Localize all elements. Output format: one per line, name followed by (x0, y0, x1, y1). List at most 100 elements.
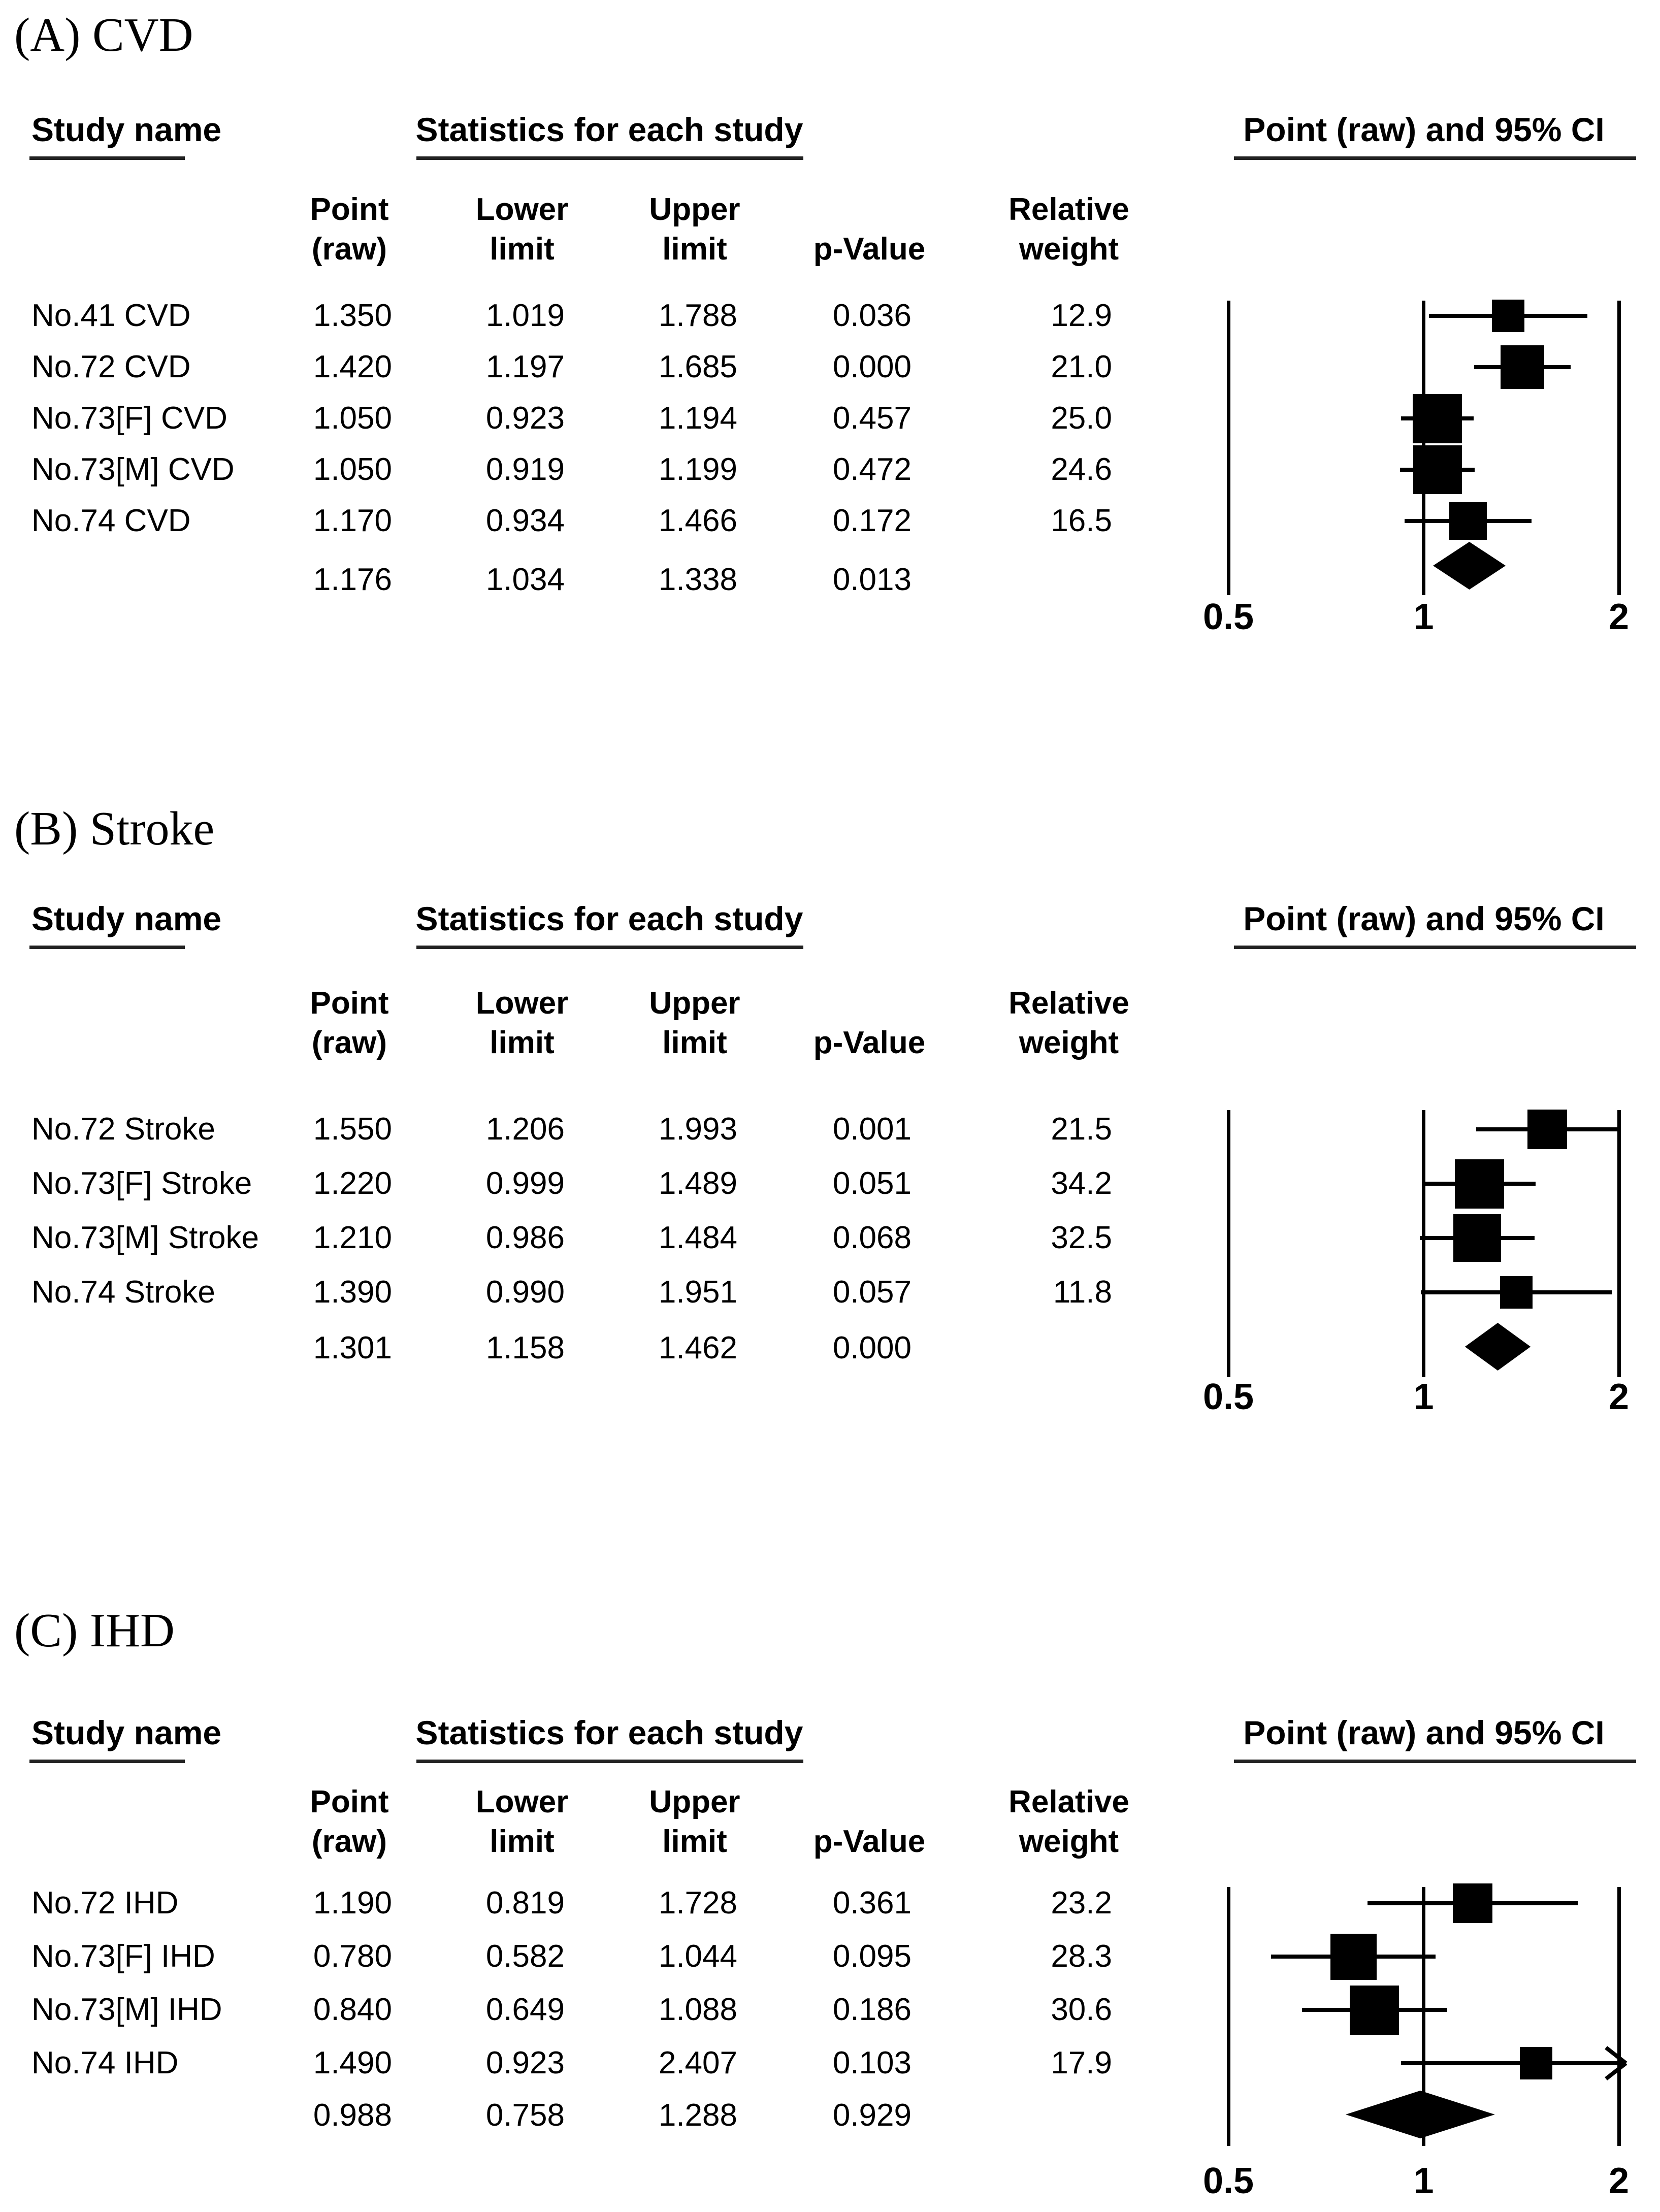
column-header-plot: Point (raw) and 95% CI (1243, 111, 1605, 149)
p-value-cell: 0.051 (832, 1166, 912, 1201)
panel-title: (A) CVD (14, 9, 193, 62)
upper-limit-cell: 1.044 (658, 1939, 737, 1974)
p-value-cell: 0.057 (832, 1275, 912, 1310)
point-cell: 1.170 (313, 503, 392, 539)
subheader-upper-line2: limit (662, 1025, 727, 1061)
lower-limit-cell: 1.206 (485, 1112, 565, 1147)
refline-2 (1617, 301, 1621, 595)
lower-limit-cell: 0.923 (485, 2045, 565, 2081)
summary-point-cell: 0.988 (313, 2098, 392, 2133)
weight-cell: 11.8 (1053, 1275, 1112, 1310)
stats-header-underline (416, 156, 803, 160)
upper-limit-cell: 1.685 (658, 349, 737, 385)
upper-limit-cell: 1.489 (658, 1166, 737, 1201)
point-cell: 1.210 (313, 1220, 392, 1256)
weight-cell: 34.2 (1051, 1166, 1112, 1201)
refline-1 (1422, 1887, 1425, 2146)
column-header-plot: Point (raw) and 95% CI (1243, 900, 1605, 938)
lower-limit-cell: 0.990 (485, 1275, 565, 1310)
effect-square (1413, 445, 1462, 494)
subheader-upper-line1: Upper (649, 192, 740, 227)
weight-cell: 23.2 (1051, 1885, 1112, 1921)
lower-limit-cell: 0.919 (485, 452, 565, 487)
axis-tick-label: 2 (1608, 2161, 1630, 2202)
point-cell: 0.840 (313, 1992, 392, 2028)
summary-point-cell: 1.176 (313, 562, 392, 598)
subheader-lower-line1: Lower (475, 1784, 569, 1820)
study-header-underline (29, 946, 185, 949)
lower-limit-cell: 1.019 (485, 298, 565, 334)
effect-square (1449, 502, 1487, 540)
point-cell: 1.050 (313, 401, 392, 436)
study-name-cell: No.41 CVD (31, 298, 191, 334)
subheader-p-line2: p-Value (813, 1025, 926, 1061)
p-value-cell: 0.472 (832, 452, 912, 487)
effect-square (1500, 1276, 1533, 1309)
summary-point-cell: 1.301 (313, 1330, 392, 1366)
study-header-underline (29, 156, 185, 160)
lower-limit-cell: 0.923 (485, 401, 565, 436)
weight-cell: 32.5 (1051, 1220, 1112, 1256)
axis-tick-label: 1 (1413, 1377, 1434, 1418)
refline-0.5 (1226, 1110, 1230, 1377)
subheader-lower-line1: Lower (475, 986, 569, 1021)
point-cell: 1.490 (313, 2045, 392, 2081)
summary-upper-cell: 1.338 (658, 562, 737, 598)
study-name-cell: No.73[M] IHD (31, 1992, 222, 2028)
plot-header-underline (1234, 1760, 1636, 1763)
lower-limit-cell: 0.819 (485, 1885, 565, 1921)
point-cell: 1.350 (313, 298, 392, 334)
effect-square (1519, 2047, 1552, 2079)
weight-cell: 16.5 (1051, 503, 1112, 539)
p-value-cell: 0.001 (832, 1112, 912, 1147)
summary-diamond (1345, 2091, 1495, 2138)
column-header-study: Study name (31, 111, 222, 149)
plot-header-underline (1234, 946, 1636, 949)
p-value-cell: 0.036 (832, 298, 912, 334)
lower-limit-cell: 1.197 (485, 349, 565, 385)
column-header-study: Study name (31, 900, 222, 938)
p-value-cell: 0.361 (832, 1885, 912, 1921)
p-value-cell: 0.186 (832, 1992, 912, 2028)
summary-p-cell: 0.013 (832, 562, 912, 598)
effect-square (1350, 1985, 1399, 2035)
subheader-p-line2: p-Value (813, 1824, 926, 1860)
subheader-weight-line2: weight (1019, 232, 1119, 267)
summary-lower-cell: 0.758 (485, 2098, 565, 2133)
subheader-weight-line1: Relative (1008, 192, 1129, 227)
refline-0.5 (1226, 301, 1230, 595)
refline-2 (1617, 1887, 1621, 2146)
effect-square (1527, 1110, 1567, 1149)
lower-limit-cell: 0.582 (485, 1939, 565, 1974)
upper-limit-cell: 1.993 (658, 1112, 737, 1147)
axis-tick-label: 0.5 (1202, 1377, 1254, 1418)
summary-p-cell: 0.929 (832, 2098, 912, 2133)
subheader-weight-line2: weight (1019, 1025, 1119, 1061)
weight-cell: 21.0 (1051, 349, 1112, 385)
upper-limit-cell: 1.199 (658, 452, 737, 487)
study-name-cell: No.73[F] CVD (31, 401, 227, 436)
upper-limit-cell: 1.788 (658, 298, 737, 334)
point-cell: 1.050 (313, 452, 392, 487)
weight-cell: 30.6 (1051, 1992, 1112, 2028)
subheader-upper-line1: Upper (649, 1784, 740, 1820)
upper-limit-cell: 1.194 (658, 401, 737, 436)
axis-tick-label: 0.5 (1202, 2161, 1254, 2202)
summary-upper-cell: 1.462 (658, 1330, 737, 1366)
column-header-stats: Statistics for each study (415, 1714, 803, 1752)
upper-limit-cell: 1.728 (658, 1885, 737, 1921)
subheader-upper-line2: limit (662, 1824, 727, 1860)
subheader-p-line2: p-Value (813, 232, 926, 267)
study-name-cell: No.73[M] Stroke (31, 1220, 259, 1256)
lower-limit-cell: 0.649 (485, 1992, 565, 2028)
subheader-lower-line2: limit (490, 232, 555, 267)
column-header-plot: Point (raw) and 95% CI (1243, 1714, 1605, 1752)
effect-square (1452, 1883, 1492, 1923)
weight-cell: 12.9 (1051, 298, 1112, 334)
subheader-point-line1: Point (310, 1784, 389, 1820)
upper-limit-cell: 2.407 (658, 2045, 737, 2081)
summary-diamond (1433, 542, 1506, 590)
lower-limit-cell: 0.999 (485, 1166, 565, 1201)
upper-limit-cell: 1.484 (658, 1220, 737, 1256)
